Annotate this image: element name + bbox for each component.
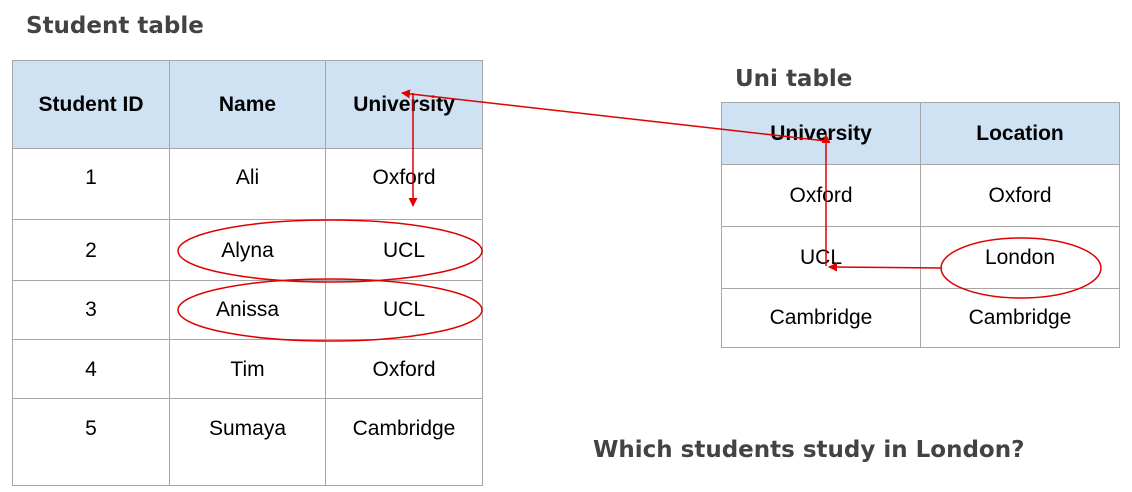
cell-location: Oxford xyxy=(920,164,1120,227)
cell-university: UCL xyxy=(325,280,483,340)
cell-university: Oxford xyxy=(325,148,483,220)
cell-student-id: 2 xyxy=(12,219,170,281)
cell-university: Oxford xyxy=(325,339,483,399)
cell-location: London xyxy=(920,226,1120,289)
cell-university: Cambridge xyxy=(721,288,921,348)
cell-name: Ali xyxy=(169,148,326,220)
cell-university: UCL xyxy=(721,226,921,289)
cell-university: UCL xyxy=(325,219,483,281)
cell-university: Oxford xyxy=(721,164,921,227)
header-student-id: Student ID xyxy=(12,60,170,149)
uni-table-header-row: University Location xyxy=(721,102,1120,165)
student-table: Student ID Name University 1 Ali Oxford … xyxy=(12,60,483,486)
cell-university: Cambridge xyxy=(325,398,483,486)
cell-name: Alyna xyxy=(169,219,326,281)
question-text: Which students study in London? xyxy=(593,437,1025,463)
cell-name: Sumaya xyxy=(169,398,326,486)
uni-table: University Location Oxford Oxford UCL Lo… xyxy=(721,102,1120,348)
table-row: Cambridge Cambridge xyxy=(721,288,1120,348)
cell-student-id: 4 xyxy=(12,339,170,399)
header-university: University xyxy=(721,102,921,165)
table-row: 3 Anissa UCL xyxy=(12,280,483,340)
student-table-header-row: Student ID Name University xyxy=(12,60,483,149)
header-university: University xyxy=(325,60,483,149)
cell-name: Anissa xyxy=(169,280,326,340)
table-row: 4 Tim Oxford xyxy=(12,339,483,399)
header-name: Name xyxy=(169,60,326,149)
table-row: 2 Alyna UCL xyxy=(12,219,483,281)
cell-name: Tim xyxy=(169,339,326,399)
cell-student-id: 1 xyxy=(12,148,170,220)
cell-student-id: 3 xyxy=(12,280,170,340)
cell-location: Cambridge xyxy=(920,288,1120,348)
cell-student-id: 5 xyxy=(12,398,170,486)
table-row: UCL London xyxy=(721,226,1120,289)
table-row: Oxford Oxford xyxy=(721,164,1120,227)
table-row: 5 Sumaya Cambridge xyxy=(12,398,483,486)
header-location: Location xyxy=(920,102,1120,165)
student-table-title: Student table xyxy=(26,13,204,39)
uni-table-title: Uni table xyxy=(735,66,853,92)
table-row: 1 Ali Oxford xyxy=(12,148,483,220)
